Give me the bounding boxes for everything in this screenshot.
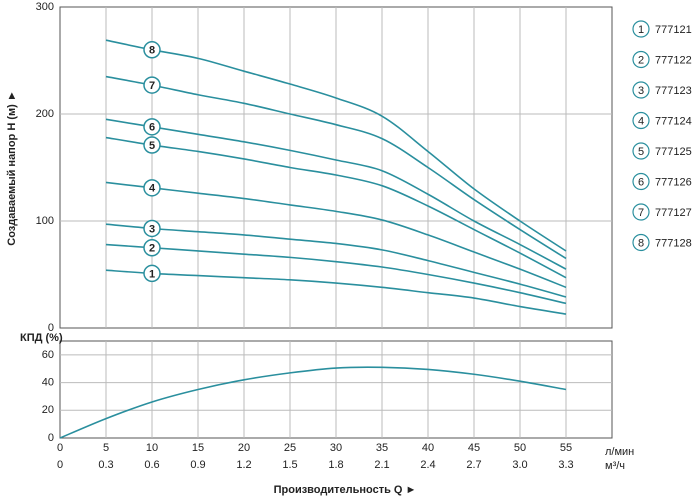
pump-curve <box>105 118 567 270</box>
x-tick-label: 5 <box>103 442 109 454</box>
x2-tick-label: 1.2 <box>236 459 251 471</box>
pump-curve <box>105 181 567 289</box>
x2-tick-label: 3.3 <box>558 459 573 471</box>
x-tick-label: 30 <box>330 442 342 454</box>
efficiency-curve <box>59 366 567 439</box>
x-tick-label: 45 <box>468 442 480 454</box>
x-axis-label: Производительность Q ► <box>274 484 417 496</box>
legend-label: 777124 <box>655 115 692 127</box>
pump-curve <box>105 75 567 260</box>
x-tick-label: 55 <box>560 442 572 454</box>
y-tick-label: 200 <box>36 108 54 120</box>
curve-badge-label: 4 <box>149 183 156 195</box>
pump-curve <box>105 136 567 279</box>
curve-badge-label: 8 <box>149 45 155 57</box>
curve-badge <box>143 41 161 59</box>
legend-badge-label: 6 <box>638 176 644 188</box>
x-tick-label: 20 <box>238 442 250 454</box>
x-tick-label: 50 <box>514 442 526 454</box>
legend-badge-label: 3 <box>638 85 644 97</box>
x2-tick-label: 2.4 <box>420 459 435 471</box>
legend-label: 777123 <box>655 85 692 97</box>
x2-tick-label: 0.6 <box>144 459 159 471</box>
legend-badge-label: 1 <box>638 24 644 36</box>
x-unit: л/мин <box>605 446 634 458</box>
legend-label: 777128 <box>655 237 692 249</box>
x-tick-label: 40 <box>422 442 434 454</box>
x2-tick-label: 1.8 <box>328 459 343 471</box>
x-tick-label: 10 <box>146 442 158 454</box>
curve-badge-label: 2 <box>149 243 155 255</box>
curve-badge <box>143 136 161 154</box>
x-tick-label: 25 <box>284 442 296 454</box>
x2-tick-label: 0.9 <box>190 459 205 471</box>
legend-label: 777127 <box>655 207 692 219</box>
y-tick-label: 0 <box>48 322 54 334</box>
y-tick-label: 20 <box>42 404 54 416</box>
curve-badge <box>143 219 161 238</box>
pump-curve <box>105 269 567 315</box>
legend-badge <box>632 203 650 221</box>
legend-badge-label: 5 <box>638 146 644 158</box>
curve-badge <box>143 264 161 283</box>
curve-badge <box>143 118 161 136</box>
curve-badge-label: 5 <box>149 140 155 152</box>
curve-badge-label: 1 <box>149 268 155 280</box>
x-tick-label: 0 <box>57 442 63 454</box>
y-tick-label: 40 <box>42 376 54 388</box>
legend-badge-label: 4 <box>638 115 644 127</box>
legend-badge <box>632 50 650 69</box>
legend-badge <box>632 172 650 191</box>
curve-badge <box>143 76 161 94</box>
y-axis-label: КПД (%) <box>20 332 63 344</box>
legend-badge <box>632 233 650 252</box>
x-tick-label: 35 <box>376 442 388 454</box>
y-tick-label: 100 <box>36 215 54 227</box>
legend-label: 777126 <box>655 176 692 188</box>
y-tick-label: 300 <box>36 1 54 13</box>
x2-tick-label: 2.1 <box>374 459 389 471</box>
pump-curve <box>105 39 567 252</box>
legend-badge <box>632 81 650 99</box>
curve-badge-label: 3 <box>149 223 155 235</box>
y-axis-label: Создаваемый напор Н (м) ► <box>6 90 18 245</box>
pump-curve <box>105 223 567 298</box>
curve-badge <box>143 239 161 257</box>
curve-badge-label: 7 <box>149 80 155 92</box>
legend-badge-label: 8 <box>638 237 644 249</box>
legend-badge-label: 2 <box>638 54 644 66</box>
legend-badge <box>632 20 650 38</box>
legend-badge <box>632 111 650 130</box>
curve-badge-label: 6 <box>149 122 155 134</box>
legend-label: 777121 <box>655 24 692 36</box>
x2-tick-label: 0 <box>57 459 63 471</box>
x-tick-label: 15 <box>192 442 204 454</box>
legend-badge <box>632 142 650 160</box>
x2-tick-label: 3.0 <box>512 459 527 471</box>
x2-unit: м³/ч <box>605 460 625 472</box>
x2-tick-label: 0.3 <box>98 459 113 471</box>
legend-label: 777125 <box>655 146 692 158</box>
legend-badge-label: 7 <box>638 207 644 219</box>
legend-label: 777122 <box>655 54 692 66</box>
curve-badge <box>143 179 161 197</box>
x2-tick-label: 2.7 <box>466 459 481 471</box>
y-tick-label: 60 <box>42 349 54 361</box>
x2-tick-label: 1.5 <box>282 459 297 471</box>
y-tick-label: 0 <box>48 432 54 444</box>
pump-curve <box>105 243 567 305</box>
